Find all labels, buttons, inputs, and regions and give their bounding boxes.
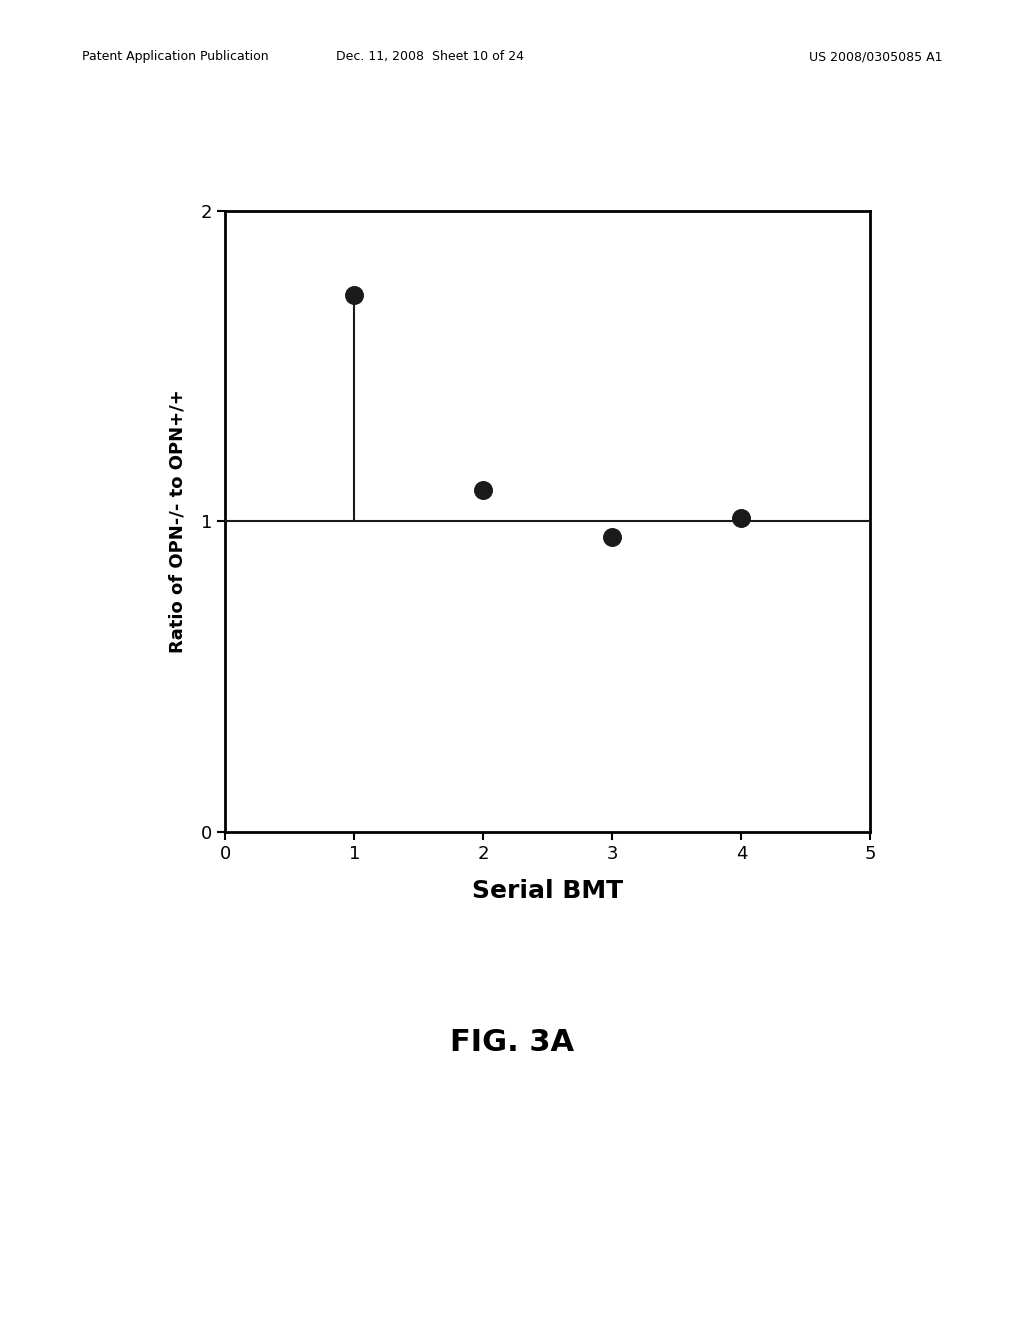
Text: US 2008/0305085 A1: US 2008/0305085 A1 (809, 50, 942, 63)
Text: FIG. 3A: FIG. 3A (450, 1028, 574, 1057)
Point (604, 527, 621, 548)
Point (346, 284, 362, 305)
Point (475, 480, 492, 502)
Text: Patent Application Publication: Patent Application Publication (82, 50, 268, 63)
Text: Dec. 11, 2008  Sheet 10 of 24: Dec. 11, 2008 Sheet 10 of 24 (336, 50, 524, 63)
X-axis label: Serial BMT: Serial BMT (472, 879, 624, 903)
Y-axis label: Ratio of OPN-/- to OPN+/+: Ratio of OPN-/- to OPN+/+ (169, 389, 186, 653)
Point (733, 508, 750, 529)
